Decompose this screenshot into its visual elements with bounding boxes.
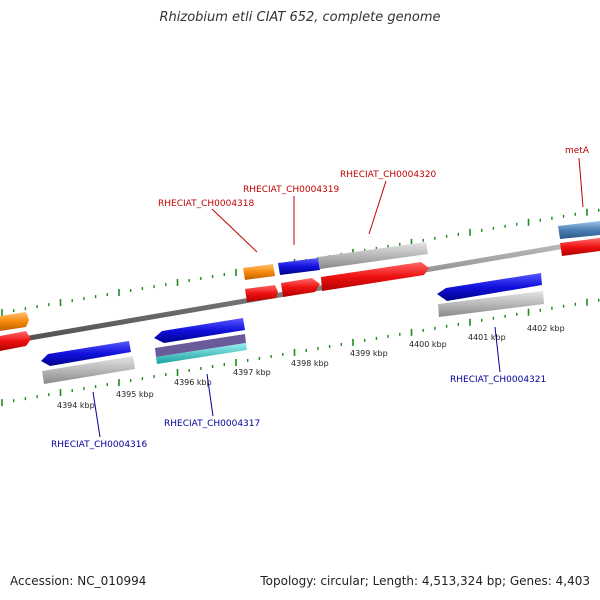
- cds-rheciat-ch0004319[interactable]: [278, 258, 320, 275]
- label-rheciat-ch0004319[interactable]: RHECIAT_CH0004319: [243, 185, 340, 195]
- kbp-label: 4400 kbp: [409, 340, 447, 349]
- feature-gray-bar-4321[interactable]: [438, 291, 544, 317]
- feature-teal-band[interactable]: [156, 343, 247, 364]
- leader-meta: [578, 157, 584, 208]
- cds-meta[interactable]: [560, 238, 600, 256]
- kbp-label: 4397 kbp: [233, 368, 271, 377]
- cds-rheciat-ch0004320[interactable]: [321, 262, 429, 291]
- feature-orange-block[interactable]: [243, 264, 275, 280]
- upper-tick-ring: [1, 208, 600, 317]
- leader-rheciat-ch0004317: [206, 373, 214, 417]
- map-title: Rhizobium etli CIAT 652, complete genome: [159, 10, 441, 25]
- leader-rheciat-ch0004320: [368, 180, 387, 235]
- leader-rheciat-ch0004316: [92, 391, 101, 438]
- label-rheciat-ch0004321[interactable]: RHECIAT_CH0004321: [450, 375, 546, 385]
- kbp-label: 4398 kbp: [291, 359, 329, 368]
- genome-summary-text: Topology: circular; Length: 4,513,324 bp…: [260, 574, 590, 588]
- label-meta[interactable]: metA: [565, 146, 590, 156]
- feature-orange-left[interactable]: [0, 312, 29, 331]
- cds-rheciat-ch0004321[interactable]: [437, 273, 542, 301]
- leader-rheciat-ch0004318: [211, 208, 258, 253]
- kbp-label: 4399 kbp: [350, 349, 388, 358]
- feature-purple-band[interactable]: [155, 334, 246, 357]
- feature-gray-bar-upper[interactable]: [318, 242, 428, 269]
- leader-lines: [92, 157, 584, 438]
- cds-rheciat-ch0004316[interactable]: [41, 341, 131, 366]
- feature-gray-bar-4316[interactable]: [42, 356, 135, 384]
- cds-arrow-left-red[interactable]: [0, 331, 31, 351]
- lower-tick-ring: [1, 298, 600, 407]
- cds-rheciat-ch0004317[interactable]: [154, 318, 245, 343]
- kbp-label: 4396 kbp: [174, 378, 212, 387]
- label-rheciat-ch0004317[interactable]: RHECIAT_CH0004317: [164, 419, 260, 429]
- forward-strand-features: [0, 221, 600, 351]
- leader-rheciat-ch0004321: [494, 326, 501, 373]
- label-rheciat-ch0004318[interactable]: RHECIAT_CH0004318: [158, 199, 255, 209]
- kbp-scale-labels: 4394 kbp 4395 kbp 4396 kbp 4397 kbp 4398…: [57, 324, 565, 410]
- kbp-label: 4395 kbp: [116, 390, 154, 399]
- gene-labels: RHECIAT_CH0004318 RHECIAT_CH0004319 RHEC…: [51, 146, 590, 450]
- reverse-strand-features: [41, 273, 544, 384]
- cds-rheciat-ch0004318[interactable]: [245, 285, 278, 302]
- kbp-label: 4401 kbp: [468, 333, 506, 342]
- feature-steelblue-meta[interactable]: [558, 221, 600, 239]
- label-rheciat-ch0004320[interactable]: RHECIAT_CH0004320: [340, 170, 437, 180]
- label-rheciat-ch0004316[interactable]: RHECIAT_CH0004316: [51, 440, 148, 450]
- kbp-label: 4394 kbp: [57, 401, 95, 410]
- accession-text: Accession: NC_010994: [10, 574, 147, 588]
- kbp-label: 4402 kbp: [527, 324, 565, 333]
- cds-arrow-red-mid[interactable]: [281, 278, 320, 297]
